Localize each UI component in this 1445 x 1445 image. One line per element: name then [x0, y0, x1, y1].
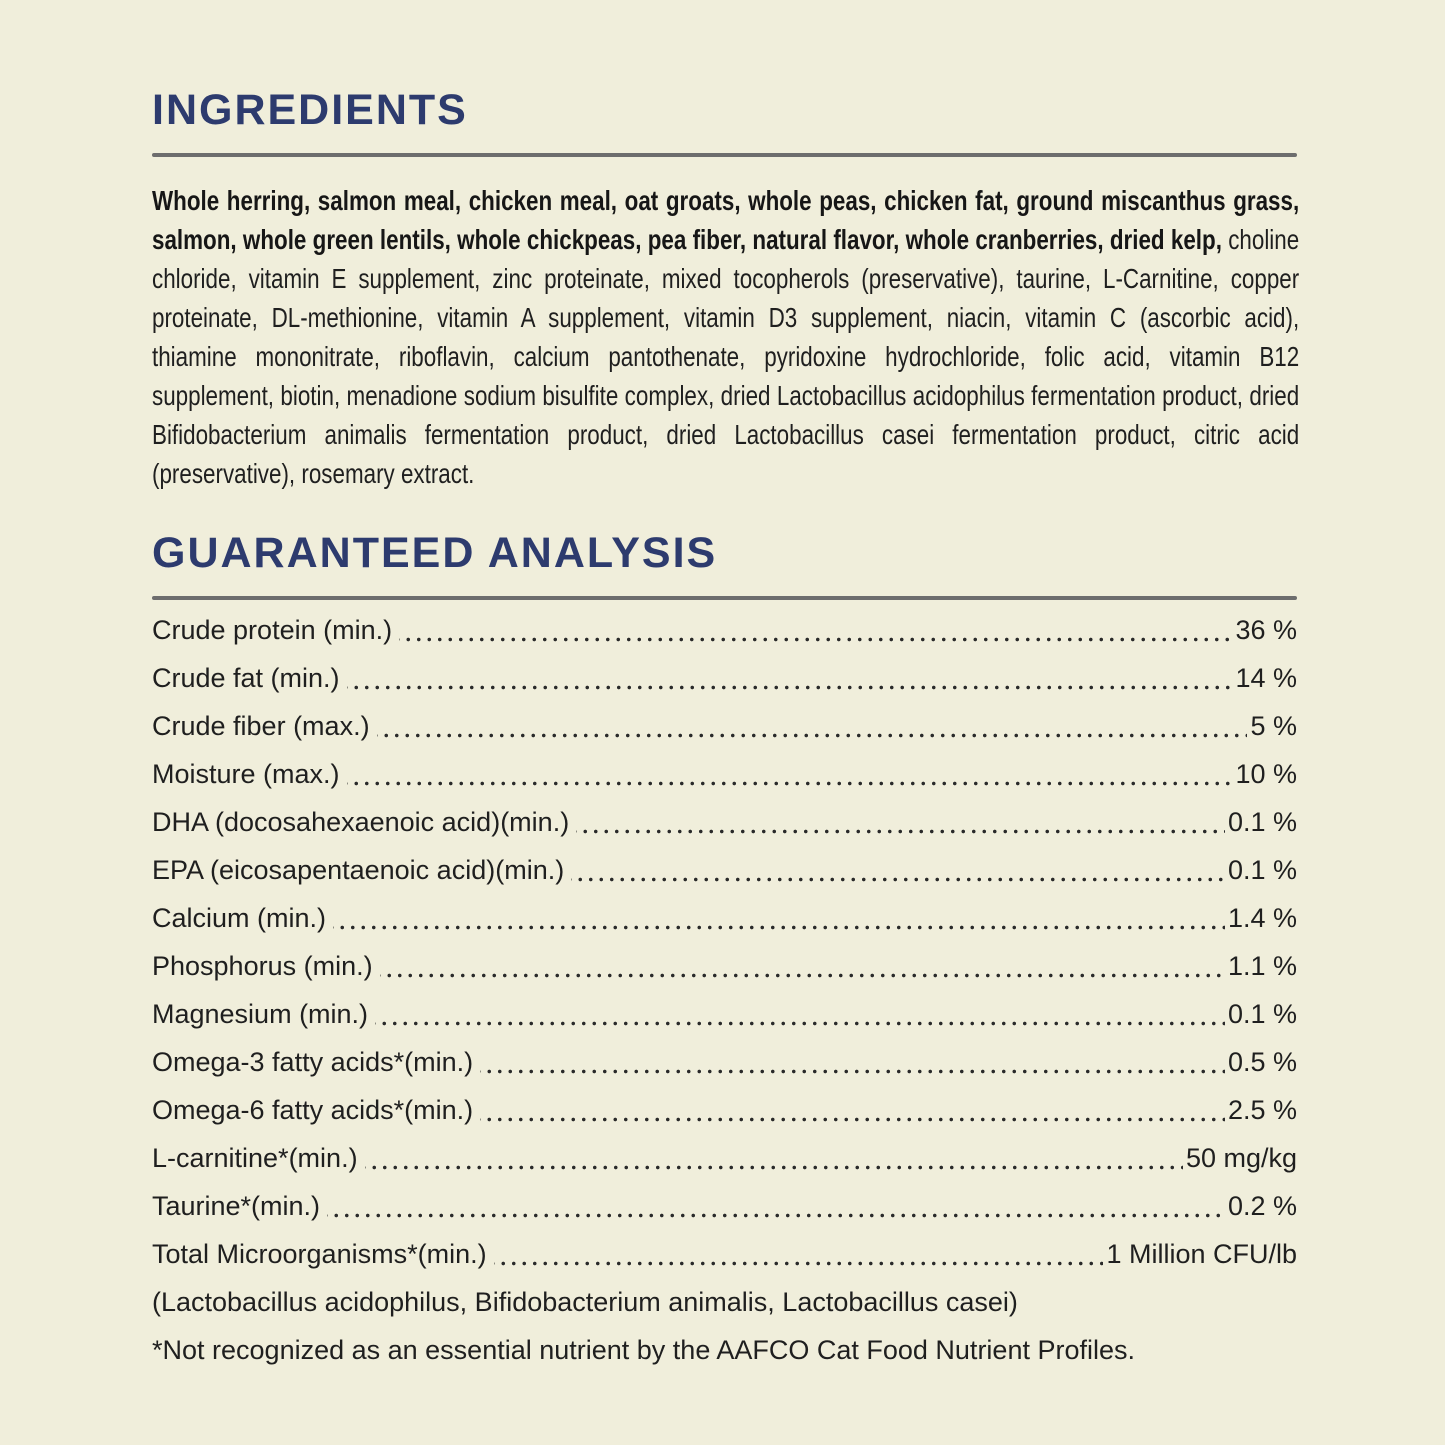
- nutrient-value: 10 %: [1235, 759, 1297, 789]
- dot-leader: [480, 1086, 1225, 1134]
- nutrient-label: Calcium (min.): [152, 903, 327, 933]
- analysis-row: Magnesium (min.) 0.1 %: [152, 990, 1297, 1038]
- nutrient-value: 2.5 %: [1227, 1095, 1297, 1125]
- analysis-row: Crude protein (min.) 36 %: [152, 606, 1297, 654]
- nutrient-value: 1.1 %: [1227, 951, 1297, 981]
- dot-leader: [333, 894, 1225, 942]
- analysis-row: Crude fat (min.) 14 %: [152, 654, 1297, 702]
- nutrient-label: DHA (docosahexaenoic acid)(min.): [152, 807, 570, 837]
- nutrient-value: 1 Million CFU/lb: [1106, 1239, 1297, 1269]
- nutrient-label: Crude protein (min.): [152, 615, 393, 645]
- analysis-row: Taurine*(min.) 0.2 %: [152, 1182, 1297, 1230]
- analysis-row: Phosphorus (min.) 1.1 %: [152, 942, 1297, 990]
- nutrient-label: Moisture (max.): [152, 759, 340, 789]
- nutrient-value: 0.5 %: [1227, 1047, 1297, 1077]
- analysis-row: EPA (eicosapentaenoic acid)(min.) 0.1 %: [152, 846, 1297, 894]
- microorganisms-note: (Lactobacillus acidophilus, Bifidobacter…: [152, 1287, 1018, 1317]
- dot-leader: [399, 606, 1233, 654]
- analysis-row: L-carnitine*(min.) 50 mg/kg: [152, 1134, 1297, 1182]
- nutrient-label: Phosphorus (min.): [152, 951, 373, 981]
- dot-leader: [346, 750, 1233, 798]
- nutrient-value: 14 %: [1235, 663, 1297, 693]
- aafco-footnote: *Not recognized as an essential nutrient…: [152, 1335, 1135, 1365]
- label-panel: INGREDIENTS Whole herring, salmon meal, …: [152, 86, 1299, 1365]
- nutrient-value: 36 %: [1235, 615, 1297, 645]
- ingredients-title: INGREDIENTS: [152, 86, 468, 134]
- nutrient-label: Omega-3 fatty acids*(min.): [152, 1047, 474, 1077]
- dot-leader: [576, 798, 1225, 846]
- nutrient-label: Omega-6 fatty acids*(min.): [152, 1095, 474, 1125]
- nutrient-value: 0.1 %: [1227, 807, 1297, 837]
- dot-leader: [376, 702, 1248, 750]
- dot-leader: [327, 1182, 1225, 1230]
- dot-leader: [571, 846, 1225, 894]
- nutrient-value: 0.2 %: [1227, 1191, 1297, 1221]
- guaranteed-analysis-title: GUARANTEED ANALYSIS: [152, 529, 718, 577]
- dot-leader: [493, 1230, 1104, 1278]
- analysis-row: Total Microorganisms*(min.) 1 Million CF…: [152, 1230, 1297, 1278]
- analysis-row: Omega-3 fatty acids*(min.) 0.5 %: [152, 1038, 1297, 1086]
- analysis-row: Crude fiber (max.) 5 %: [152, 702, 1297, 750]
- dot-leader: [480, 1038, 1225, 1086]
- ingredients-main-list: Whole herring, salmon meal, chicken meal…: [152, 185, 1300, 255]
- nutrient-value: 50 mg/kg: [1185, 1143, 1297, 1173]
- dot-leader: [346, 654, 1233, 702]
- analysis-row: Moisture (max.) 10 %: [152, 750, 1297, 798]
- nutrient-value: 0.1 %: [1227, 855, 1297, 885]
- nutrient-value: 5 %: [1250, 711, 1297, 741]
- analysis-row: Calcium (min.) 1.4 %: [152, 894, 1297, 942]
- dot-leader: [375, 990, 1225, 1038]
- dot-leader: [379, 942, 1225, 990]
- nutrient-value: 0.1 %: [1227, 999, 1297, 1029]
- nutrient-label: Crude fiber (max.): [152, 711, 370, 741]
- nutrient-label: Taurine*(min.): [152, 1191, 321, 1221]
- nutrient-label: EPA (eicosapentaenoic acid)(min.): [152, 855, 565, 885]
- analysis-row: Omega-6 fatty acids*(min.) 2.5 %: [152, 1086, 1297, 1134]
- ingredients-divider: [152, 153, 1297, 157]
- dot-leader: [364, 1134, 1183, 1182]
- nutrient-value: 1.4 %: [1227, 903, 1297, 933]
- ingredients-supplement-list: choline chloride, vitamin E supplement, …: [152, 224, 1300, 489]
- analysis-row: DHA (docosahexaenoic acid)(min.) 0.1 %: [152, 798, 1297, 846]
- ingredients-text: Whole herring, salmon meal, chicken meal…: [152, 181, 1299, 493]
- nutrient-label: Crude fat (min.): [152, 663, 340, 693]
- guaranteed-analysis-divider: [152, 596, 1297, 600]
- nutrient-label: Total Microorganisms*(min.): [152, 1239, 487, 1269]
- nutrient-label: Magnesium (min.): [152, 999, 369, 1029]
- nutrient-label: L-carnitine*(min.): [152, 1143, 358, 1173]
- guaranteed-analysis-table: Crude protein (min.) 36 % Crude fat (min…: [152, 606, 1297, 1278]
